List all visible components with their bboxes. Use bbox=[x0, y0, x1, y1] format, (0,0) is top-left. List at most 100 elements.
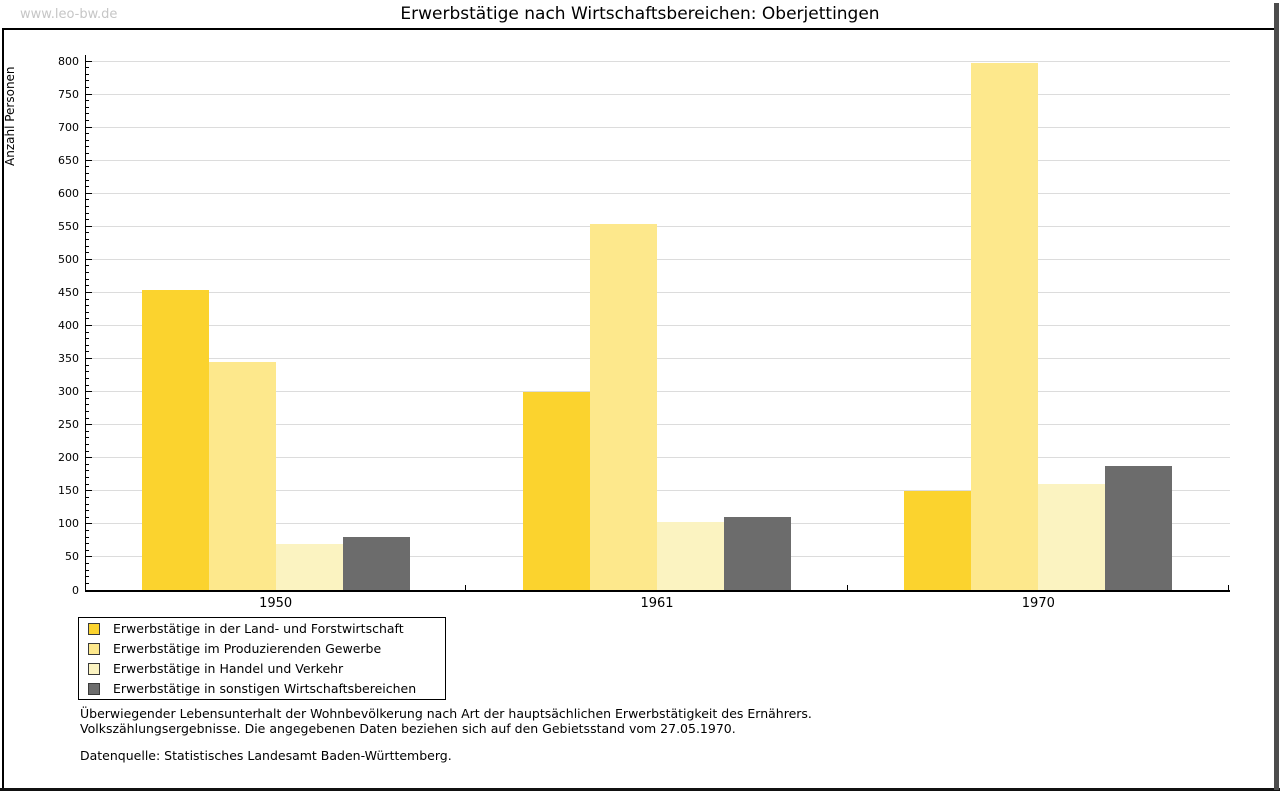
bar bbox=[724, 516, 791, 590]
bar bbox=[971, 62, 1039, 590]
y-minor-tick bbox=[86, 404, 89, 406]
x-category-label: 1961 bbox=[640, 596, 674, 611]
gridline bbox=[86, 159, 1230, 161]
x-axis-tick bbox=[846, 585, 848, 590]
y-minor-tick bbox=[86, 80, 89, 82]
legend-item: Erwerbstätige in der Land- und Forstwirt… bbox=[79, 619, 445, 638]
gridline bbox=[86, 126, 1230, 128]
y-minor-tick bbox=[86, 67, 89, 69]
y-minor-tick bbox=[86, 582, 89, 584]
x-axis-tick bbox=[465, 585, 467, 590]
y-major-tick bbox=[86, 192, 92, 194]
footnote-line: Volkszählungsergebnisse. Die angegebenen… bbox=[80, 720, 736, 736]
y-major-tick bbox=[86, 424, 92, 426]
gridline bbox=[86, 60, 1230, 62]
legend-swatch-handel-verkehr bbox=[88, 662, 100, 675]
y-minor-tick bbox=[86, 450, 89, 452]
y-minor-tick bbox=[86, 496, 89, 498]
y-minor-tick bbox=[86, 529, 89, 531]
y-minor-tick bbox=[86, 219, 89, 221]
y-minor-tick bbox=[86, 384, 89, 386]
legend-item: Erwerbstätige in sonstigen Wirtschaftsbe… bbox=[79, 679, 445, 698]
y-tick-label: 0 bbox=[72, 583, 79, 597]
y-tick-label: 350 bbox=[58, 352, 79, 366]
legend-item: Erwerbstätige in Handel und Verkehr bbox=[79, 659, 445, 678]
y-minor-tick bbox=[86, 245, 89, 247]
y-minor-tick bbox=[86, 120, 89, 121]
y-minor-tick bbox=[86, 344, 89, 346]
y-major-tick bbox=[86, 225, 92, 227]
y-major-tick bbox=[86, 391, 92, 393]
y-minor-tick bbox=[86, 239, 89, 241]
y-major-tick bbox=[86, 457, 92, 459]
legend-swatch-sonstige-wirtschaftsbereiche bbox=[88, 682, 100, 695]
y-minor-tick bbox=[86, 549, 89, 551]
y-minor-tick bbox=[86, 205, 89, 207]
y-major-tick bbox=[86, 490, 92, 492]
y-minor-tick bbox=[86, 536, 89, 538]
x-category-label: 1970 bbox=[1021, 596, 1055, 611]
y-minor-tick bbox=[86, 305, 89, 307]
gridline bbox=[86, 291, 1230, 293]
y-minor-tick bbox=[86, 86, 89, 88]
y-major-tick bbox=[86, 258, 92, 260]
x-category-label: 1950 bbox=[259, 596, 293, 611]
y-minor-tick bbox=[86, 543, 89, 545]
legend-swatch-land-forstwirtschaft bbox=[88, 622, 100, 635]
y-minor-tick bbox=[86, 569, 89, 571]
y-minor-tick bbox=[86, 252, 89, 254]
gridline bbox=[86, 93, 1230, 95]
y-tick-label: 50 bbox=[65, 550, 79, 564]
y-minor-tick bbox=[86, 199, 89, 201]
y-major-tick bbox=[86, 556, 92, 558]
y-tick-label: 200 bbox=[58, 451, 79, 465]
legend-swatch-produzierendes-gewerbe bbox=[88, 642, 100, 655]
y-minor-tick bbox=[86, 179, 89, 181]
y-major-tick bbox=[86, 358, 92, 360]
legend-label: Erwerbstätige in Handel und Verkehr bbox=[113, 661, 344, 676]
page-title: Erwerbstätige nach Wirtschaftsbereichen:… bbox=[400, 4, 880, 24]
y-tick-label: 500 bbox=[58, 252, 79, 266]
bar bbox=[1105, 466, 1173, 590]
y-tick-label: 750 bbox=[58, 87, 79, 101]
y-tick-label: 700 bbox=[58, 120, 79, 134]
y-minor-tick bbox=[86, 397, 89, 399]
y-tick-label: 600 bbox=[58, 186, 79, 200]
legend-label: Erwerbstätige in der Land- und Forstwirt… bbox=[113, 621, 404, 636]
y-minor-tick bbox=[86, 146, 89, 148]
gridline bbox=[86, 325, 1230, 326]
footnote-line: Überwiegender Lebensunterhalt der Wohnbe… bbox=[80, 706, 812, 721]
y-minor-tick bbox=[86, 139, 89, 141]
footnotes: Überwiegender Lebensunterhalt der Wohnbe… bbox=[80, 706, 812, 764]
bar bbox=[1038, 484, 1106, 590]
data-source: Datenquelle: Statistisches Landesamt Bad… bbox=[80, 748, 452, 763]
y-major-tick bbox=[86, 159, 92, 161]
gridline bbox=[86, 192, 1230, 194]
y-minor-tick bbox=[86, 212, 89, 214]
y-minor-tick bbox=[86, 166, 89, 168]
y-minor-tick bbox=[86, 477, 89, 479]
y-minor-tick bbox=[86, 444, 89, 446]
gridline bbox=[86, 225, 1230, 227]
y-minor-tick bbox=[86, 470, 89, 472]
bar bbox=[523, 391, 590, 590]
y-major-tick bbox=[86, 291, 92, 293]
y-minor-tick bbox=[86, 232, 89, 234]
y-major-tick bbox=[86, 523, 92, 525]
bar bbox=[275, 543, 343, 590]
y-major-tick bbox=[86, 60, 92, 62]
y-minor-tick bbox=[86, 338, 89, 340]
y-minor-tick bbox=[86, 371, 89, 373]
y-minor-tick bbox=[86, 563, 89, 565]
y-minor-tick bbox=[86, 106, 89, 108]
y-tick-label: 300 bbox=[58, 385, 79, 399]
y-minor-tick bbox=[86, 100, 89, 102]
y-minor-tick bbox=[86, 503, 89, 505]
frame-border-bottom bbox=[0, 788, 1280, 791]
bar bbox=[657, 521, 724, 590]
frame-border-top bbox=[2, 28, 1275, 30]
y-major-tick bbox=[86, 126, 92, 128]
y-minor-tick bbox=[86, 318, 89, 320]
